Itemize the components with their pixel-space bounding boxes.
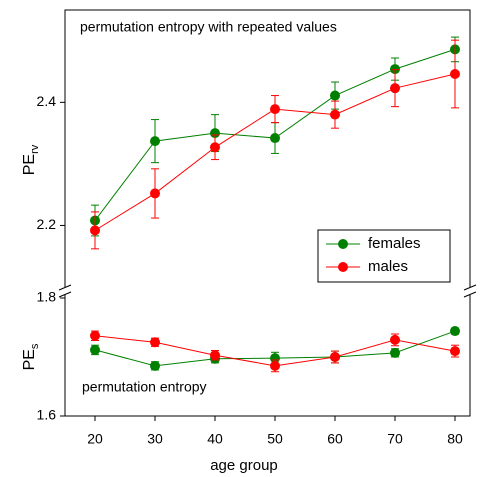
x-tick-label: 80: [447, 431, 463, 447]
y-label-sub: s: [29, 343, 41, 349]
y-label-sub: rv: [29, 144, 41, 154]
axis-break: [463, 284, 477, 291]
marker: [210, 128, 220, 139]
marker: [390, 334, 400, 345]
marker: [90, 225, 100, 236]
marker: [90, 330, 100, 341]
marker: [390, 64, 400, 75]
marker: [330, 109, 340, 120]
annotation: permutation entropy: [82, 379, 207, 395]
legend-label: females: [368, 235, 421, 252]
marker: [270, 104, 280, 115]
annotation: permutation entropy with repeated values: [80, 19, 337, 35]
axis-break: [58, 284, 72, 291]
legend-box: [317, 229, 451, 283]
legend-marker: [338, 262, 348, 272]
y-axis-label: PEs: [21, 343, 41, 370]
marker: [270, 360, 280, 371]
x-tick-label: 20: [87, 431, 103, 447]
marker: [150, 360, 160, 371]
y-label-main: PE: [21, 349, 38, 370]
y-axis-label: PErv: [21, 144, 41, 175]
marker: [270, 353, 280, 364]
y-label-main: PE: [21, 154, 38, 175]
y-tick-label: 2.4: [37, 93, 57, 109]
marker: [390, 83, 400, 94]
y-tick-label: 1.6: [37, 407, 57, 423]
axis-break: [58, 291, 72, 298]
x-tick-label: 30: [147, 431, 163, 447]
y-tick-label: 1.8: [37, 289, 57, 305]
x-axis-label: age group: [210, 457, 278, 474]
marker: [150, 337, 160, 348]
marker: [150, 136, 160, 147]
marker: [330, 90, 340, 101]
y-tick-label: 2.2: [37, 216, 57, 232]
legend-marker: [338, 239, 348, 249]
axis-break: [463, 291, 477, 298]
marker: [390, 347, 400, 358]
axis-frame: [64, 9, 471, 280]
axis-frame: [64, 302, 471, 417]
x-tick-label: 50: [267, 431, 283, 447]
x-tick-label: 60: [327, 431, 343, 447]
legend-label: males: [368, 258, 408, 275]
marker: [450, 69, 460, 80]
marker: [210, 350, 220, 361]
marker: [270, 133, 280, 144]
marker: [450, 346, 460, 357]
marker: [210, 142, 220, 153]
marker: [150, 188, 160, 199]
x-tick-label: 40: [207, 431, 223, 447]
marker: [450, 326, 460, 337]
marker: [90, 344, 100, 355]
x-tick-label: 70: [387, 431, 403, 447]
marker: [330, 352, 340, 362]
